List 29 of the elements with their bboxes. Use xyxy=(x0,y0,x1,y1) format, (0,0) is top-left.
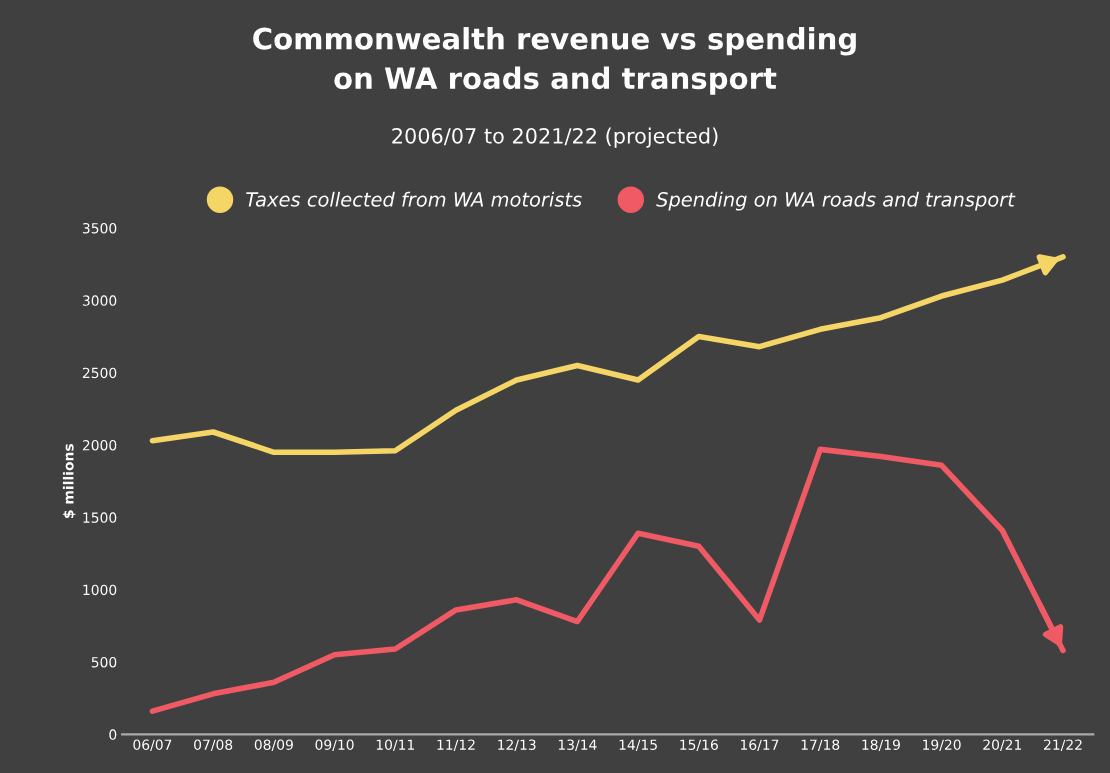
x-tick-label: 09/10 xyxy=(315,739,354,752)
legend-label: Taxes collected from WA motorists xyxy=(246,191,582,207)
y-axis-title: $ millions xyxy=(62,444,76,518)
x-tick-label: 20/21 xyxy=(983,739,1022,752)
x-tick-label: 16/17 xyxy=(741,739,779,752)
x-tick-label: 19/20 xyxy=(923,739,961,752)
x-tick-label: 15/16 xyxy=(680,739,718,752)
legend-label: Spending on WA roads and transport xyxy=(656,191,1016,211)
y-tick-label: 500 xyxy=(91,656,117,668)
x-tick-label: 13/14 xyxy=(558,739,597,752)
x-tick-label: 18/19 xyxy=(862,739,900,752)
x-tick-label: 14/15 xyxy=(619,739,657,752)
x-tick-label: 10/11 xyxy=(376,739,414,752)
chart-subtitle: 2006/07 to 2021/22 (projected) xyxy=(392,127,718,148)
x-tick-label: 12/13 xyxy=(498,739,536,752)
y-tick-label: 2500 xyxy=(82,367,117,379)
chart-title: Commonwealth revenue vs spending on WA roads and transport xyxy=(253,27,856,95)
y-tick-label: 1000 xyxy=(83,584,117,596)
y-tick-label: 0 xyxy=(109,729,117,740)
x-tick-label: 11/12 xyxy=(437,739,475,752)
y-tick-label: 2000 xyxy=(82,440,117,451)
x-tick-label: 08/09 xyxy=(254,739,293,752)
x-tick-label: 07/08 xyxy=(194,739,233,752)
y-tick-label: 1500 xyxy=(83,512,117,523)
x-tick-label: 17/18 xyxy=(801,739,840,752)
x-tick-label: 06/07 xyxy=(133,739,172,752)
y-tick-label: 3000 xyxy=(82,295,117,306)
y-tick-label: 3500 xyxy=(82,223,117,234)
x-tick-label: 21/22 xyxy=(1044,739,1082,752)
